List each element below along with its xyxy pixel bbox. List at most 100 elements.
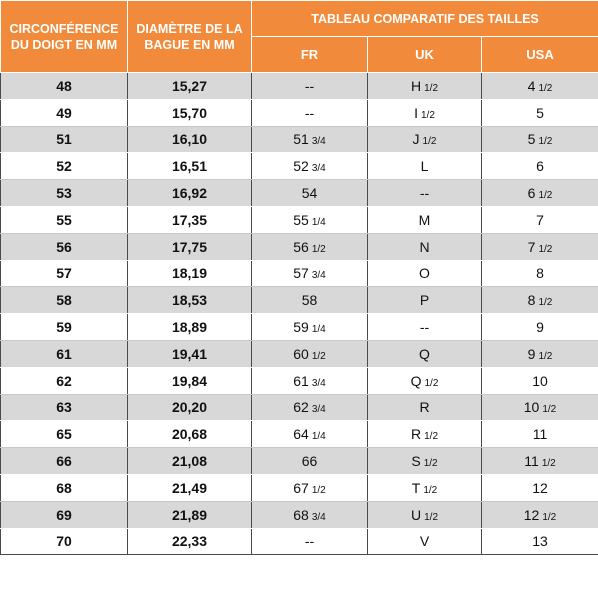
circumference-cell: 63: [0, 393, 128, 422]
uk-size-cell: H 1/2: [367, 72, 482, 100]
fr-size-cell-value: 64: [293, 426, 309, 443]
fr-size-cell: 59 1/4: [251, 313, 368, 341]
table-row: 61 19,41 60 1/2 Q 9 1/2: [0, 339, 598, 368]
usa-size-cell-fraction: 1/2: [542, 404, 557, 416]
fr-size-cell: 64 1/4: [251, 420, 368, 449]
usa-size-cell-value: 5: [536, 104, 544, 121]
circumference-cell-value: 57: [56, 265, 72, 282]
diameter-cell-value: 17,75: [171, 238, 208, 255]
fr-size-cell: --: [251, 98, 368, 127]
table-row: 58 18,53 58 P 8 1/2: [0, 286, 598, 315]
fr-size-cell-value: 68: [293, 506, 309, 523]
diameter-cell-value: 16,10: [171, 131, 208, 148]
diameter-cell-value: 19,41: [171, 345, 208, 362]
table-row: 55 17,35 55 1/4 M 7: [0, 205, 598, 234]
usa-size-cell-value: 10: [523, 399, 540, 416]
table-row: 66 21,08 66 S 1/2 11 1/2: [0, 447, 598, 475]
uk-size-cell: Q 1/2: [367, 366, 482, 395]
diameter-cell-value: 18,53: [171, 292, 208, 309]
uk-size-cell-fraction: 1/2: [420, 109, 435, 121]
fr-size-cell: 51 3/4: [251, 125, 368, 154]
diameter-cell: 19,84: [127, 366, 252, 395]
circumference-cell-value: 70: [56, 533, 72, 550]
fr-size-cell: 68 3/4: [251, 500, 368, 529]
uk-size-cell-value: N: [419, 238, 430, 255]
fr-size-cell: 52 3/4: [251, 152, 368, 181]
diameter-cell: 16,92: [127, 179, 252, 207]
usa-size-cell-value: 5: [527, 131, 536, 148]
usa-size-cell: 9: [480, 313, 598, 341]
uk-size-cell-value: V: [419, 533, 430, 550]
usa-size-cell-value: 12: [532, 479, 548, 496]
uk-size-cell-value: T: [411, 479, 421, 496]
circumference-cell-value: 68: [56, 479, 72, 496]
diameter-cell: 20,20: [127, 393, 252, 422]
uk-size-cell-fraction: 1/2: [424, 82, 439, 94]
usa-size-cell-fraction: 1/2: [542, 511, 557, 523]
diameter-cell: 17,35: [127, 205, 252, 234]
fr-size-cell: 66: [251, 447, 368, 475]
usa-size-cell-value: 11: [532, 426, 548, 443]
diameter-cell-value: 15,27: [171, 77, 208, 94]
diameter-cell-value: 20,68: [171, 426, 208, 443]
fr-size-cell: 57 3/4: [251, 259, 368, 288]
circumference-cell: 56: [0, 232, 128, 261]
uk-size-cell-value: --: [419, 185, 430, 202]
usa-size-cell-value: 9: [536, 319, 544, 336]
uk-size-cell: R: [367, 393, 482, 422]
fr-size-cell-value: 59: [293, 319, 309, 336]
fr-size-cell-value: 57: [293, 265, 309, 282]
uk-size-cell-fraction: 1/2: [424, 431, 439, 443]
uk-size-cell-value: J: [412, 131, 420, 148]
uk-size-cell: --: [367, 313, 482, 341]
diameter-cell-value: 21,08: [171, 453, 208, 470]
table-row: 51 16,10 51 3/4 J 1/2 5 1/2: [0, 125, 598, 154]
fr-size-cell-fraction: 1/2: [311, 243, 326, 255]
diameter-cell: 18,53: [127, 286, 252, 315]
usa-size-cell-value: 8: [527, 292, 536, 309]
fr-size-cell: 62 3/4: [251, 393, 368, 422]
uk-size-cell-value: S: [411, 453, 421, 470]
circumference-cell: 55: [0, 205, 128, 234]
diameter-cell: 22,33: [127, 527, 252, 556]
uk-size-cell: U 1/2: [367, 500, 482, 529]
circumference-cell: 69: [0, 500, 128, 529]
usa-size-cell: 5 1/2: [480, 125, 598, 154]
diameter-cell-value: 17,35: [171, 211, 208, 228]
fr-size-cell-fraction: 3/4: [311, 377, 326, 389]
diameter-cell: 20,68: [127, 420, 252, 449]
fr-size-cell: 60 1/2: [251, 339, 368, 368]
usa-size-cell: 6: [480, 152, 598, 181]
uk-size-cell-value: U: [410, 506, 422, 523]
circumference-cell-value: 56: [56, 238, 72, 255]
fr-size-cell-fraction: 1/4: [311, 216, 326, 228]
fr-size-cell-fraction: 1/4: [311, 324, 326, 336]
usa-size-cell-value: 11: [524, 453, 539, 470]
uk-size-cell: Q: [367, 339, 482, 368]
diameter-cell-value: 21,49: [171, 479, 208, 496]
uk-size-cell-value: Q: [419, 345, 430, 362]
table-row: 68 21,49 67 1/2 T 1/2 12: [0, 473, 598, 502]
fr-size-cell-value: 51: [293, 131, 309, 148]
table-row: 69 21,89 68 3/4 U 1/2 12 1/2: [0, 500, 598, 529]
circumference-cell-value: 52: [56, 158, 72, 175]
usa-size-cell-value: 6: [527, 185, 536, 202]
diameter-cell: 18,19: [127, 259, 252, 288]
uk-size-cell: J 1/2: [367, 125, 482, 154]
fr-size-cell-value: 60: [293, 345, 309, 362]
diameter-cell-value: 20,20: [171, 399, 208, 416]
usa-size-cell-value: 6: [536, 158, 544, 175]
circumference-cell: 52: [0, 152, 128, 181]
diameter-cell: 17,75: [127, 232, 252, 261]
diameter-cell-value: 21,89: [171, 506, 208, 523]
circumference-cell: 59: [0, 313, 128, 341]
uk-size-cell: R 1/2: [367, 420, 482, 449]
circumference-cell: 62: [0, 366, 128, 395]
diameter-cell: 15,70: [127, 98, 252, 127]
fr-size-cell-value: 52: [293, 158, 309, 175]
usa-size-cell-value: 9: [527, 345, 536, 362]
circumference-cell: 66: [0, 447, 128, 475]
usa-size-cell-fraction: 1/2: [541, 458, 556, 470]
table-row: 56 17,75 56 1/2 N 7 1/2: [0, 232, 598, 261]
uk-size-cell: --: [367, 179, 482, 207]
